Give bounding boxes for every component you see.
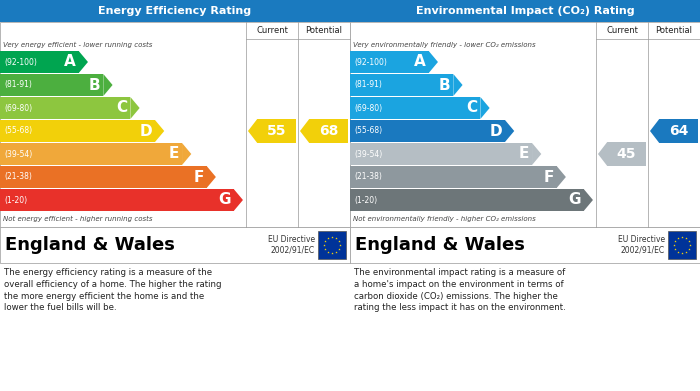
Text: The energy efficiency rating is a measure of the
overall efficiency of a home. T: The energy efficiency rating is a measur… [4, 268, 221, 312]
Text: E: E [169, 147, 179, 161]
Text: Potential: Potential [655, 26, 692, 35]
Text: (55-68): (55-68) [4, 127, 32, 136]
Text: C: C [466, 100, 477, 115]
Text: A: A [64, 54, 76, 70]
Text: Not energy efficient - higher running costs: Not energy efficient - higher running co… [3, 216, 153, 222]
Polygon shape [155, 120, 164, 142]
Polygon shape [300, 119, 348, 143]
Text: Environmental Impact (CO₂) Rating: Environmental Impact (CO₂) Rating [416, 6, 634, 16]
Text: 64: 64 [669, 124, 688, 138]
Text: B: B [439, 77, 450, 93]
Bar [668, 231, 696, 259]
Text: (55-68): (55-68) [354, 127, 382, 136]
Polygon shape [556, 166, 566, 188]
Text: (92-100): (92-100) [4, 57, 37, 66]
Bar [0, 120, 155, 142]
Bar [350, 22, 700, 227]
Bar [350, 0, 700, 22]
Bar [350, 120, 505, 142]
Polygon shape [650, 119, 698, 143]
Bar [318, 231, 346, 259]
Bar [0, 97, 130, 119]
Polygon shape [598, 142, 646, 166]
Polygon shape [480, 97, 489, 119]
Bar [0, 227, 350, 263]
Text: (69-80): (69-80) [354, 104, 382, 113]
Text: Energy Efficiency Rating: Energy Efficiency Rating [99, 6, 251, 16]
Bar [0, 22, 350, 227]
Text: (92-100): (92-100) [354, 57, 387, 66]
Polygon shape [78, 51, 88, 73]
Bar [350, 143, 532, 165]
Text: (1-20): (1-20) [4, 196, 27, 204]
Polygon shape [454, 74, 463, 96]
Text: EU Directive
2002/91/EC: EU Directive 2002/91/EC [618, 235, 665, 255]
Text: Not environmentally friendly - higher CO₂ emissions: Not environmentally friendly - higher CO… [353, 216, 536, 222]
Polygon shape [532, 143, 541, 165]
Bar [350, 189, 584, 211]
Text: G: G [218, 192, 231, 208]
Text: Potential: Potential [305, 26, 342, 35]
Text: G: G [568, 192, 581, 208]
Polygon shape [130, 97, 139, 119]
Polygon shape [584, 189, 593, 211]
Text: 45: 45 [617, 147, 636, 161]
Text: 55: 55 [267, 124, 286, 138]
Text: F: F [543, 170, 554, 185]
Text: (81-91): (81-91) [354, 81, 382, 90]
Text: EU Directive
2002/91/EC: EU Directive 2002/91/EC [268, 235, 315, 255]
Text: (1-20): (1-20) [354, 196, 377, 204]
Text: E: E [519, 147, 529, 161]
Text: A: A [414, 54, 426, 70]
Bar [0, 74, 104, 96]
Bar [0, 189, 234, 211]
Text: D: D [489, 124, 502, 138]
Bar [350, 51, 428, 73]
Text: England & Wales: England & Wales [5, 236, 175, 254]
Bar [350, 166, 556, 188]
Polygon shape [182, 143, 191, 165]
Bar [350, 227, 700, 263]
Text: (21-38): (21-38) [4, 172, 32, 181]
Text: The environmental impact rating is a measure of
a home's impact on the environme: The environmental impact rating is a mea… [354, 268, 566, 312]
Text: England & Wales: England & Wales [355, 236, 525, 254]
Text: (39-54): (39-54) [4, 149, 32, 158]
Bar [0, 0, 350, 22]
Text: C: C [116, 100, 127, 115]
Polygon shape [234, 189, 243, 211]
Bar [0, 143, 182, 165]
Polygon shape [505, 120, 514, 142]
Text: (39-54): (39-54) [354, 149, 382, 158]
Text: (69-80): (69-80) [4, 104, 32, 113]
Text: Current: Current [256, 26, 288, 35]
Text: F: F [193, 170, 204, 185]
Polygon shape [428, 51, 438, 73]
Bar [0, 166, 206, 188]
Bar [350, 97, 480, 119]
Text: D: D [139, 124, 152, 138]
Text: 68: 68 [319, 124, 338, 138]
Text: Very environmentally friendly - lower CO₂ emissions: Very environmentally friendly - lower CO… [353, 42, 536, 48]
Text: Very energy efficient - lower running costs: Very energy efficient - lower running co… [3, 42, 153, 48]
Text: (21-38): (21-38) [354, 172, 382, 181]
Polygon shape [206, 166, 216, 188]
Polygon shape [104, 74, 113, 96]
Bar [350, 74, 454, 96]
Text: (81-91): (81-91) [4, 81, 32, 90]
Bar [0, 51, 78, 73]
Text: B: B [89, 77, 100, 93]
Text: Current: Current [606, 26, 638, 35]
Polygon shape [248, 119, 296, 143]
